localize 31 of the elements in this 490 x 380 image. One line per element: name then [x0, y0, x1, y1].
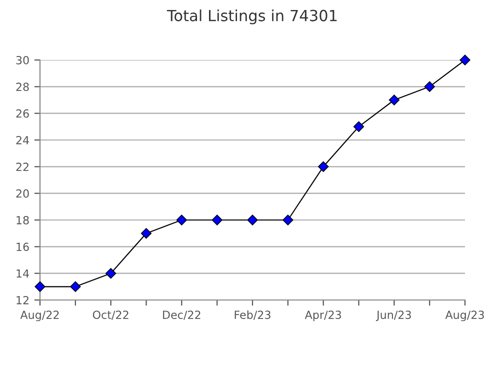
chart-title: Total Listings in 74301 [166, 10, 337, 24]
point [70, 281, 81, 292]
point [34, 281, 46, 292]
point [460, 54, 470, 66]
x-tick-label: Dec/22 [163, 310, 200, 320]
point [140, 228, 152, 239]
point [318, 161, 329, 172]
y-tick-label: 18 [16, 216, 29, 224]
x-tick-label: Apr/23 [304, 310, 341, 322]
y-tick-label: 30 [16, 56, 29, 64]
y-tick-label: 14 [16, 269, 29, 278]
x-tick-label: Aug/23 [445, 310, 484, 322]
y-tick-label: 20 [16, 189, 29, 198]
y-tick-label: 22 [16, 162, 28, 171]
point [106, 268, 116, 279]
point [247, 214, 258, 226]
x-tick-label: Jun/23 [376, 310, 411, 322]
y-tick-label: 24 [16, 136, 29, 144]
point [388, 94, 400, 106]
y-tick-label: 26 [16, 109, 29, 118]
y-tick-label: 16 [16, 242, 29, 252]
point [353, 121, 364, 132]
point [282, 214, 294, 226]
x-tick-label: Oct/22 [92, 310, 128, 320]
point [424, 81, 435, 92]
x-tick-label: Feb/23 [234, 310, 270, 320]
point [212, 214, 222, 226]
point [176, 214, 187, 226]
y-tick-label: 28 [16, 82, 29, 92]
y-tick-label: 12 [16, 296, 28, 304]
x-tick-label: Aug/22 [20, 310, 59, 322]
